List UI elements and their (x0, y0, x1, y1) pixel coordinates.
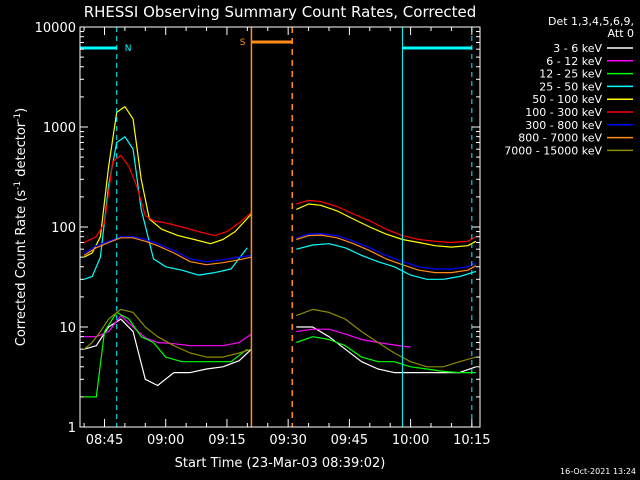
series-line-50-100-kev-0 (83, 105, 252, 258)
series-line-100-300-kev-1 (296, 199, 477, 244)
y-tick-label-4: 10000 (35, 21, 76, 36)
series-line-7000-15000-kev-0 (83, 308, 252, 358)
y-tick-label-3: 1000 (43, 121, 76, 136)
y-axis-label: Corrected Count Rate (s-1 detector-1) (13, 108, 29, 346)
chart-title: RHESSI Observing Summary Count Rates, Co… (84, 3, 477, 21)
series-line-300-800-kev-0 (83, 236, 252, 263)
footer-timestamp: 16-Oct-2021 13:24 (560, 467, 636, 476)
series-line-800-7000-kev-0 (83, 237, 252, 266)
legend-label-800-7000-kev: 800 - 7000 keV (518, 132, 602, 145)
legend-label-25-50-kev: 25 - 50 keV (539, 80, 602, 93)
y-axis-label-main: Corrected Count Rate (s (14, 190, 29, 347)
x-tick-label-0: 08:45 (86, 433, 123, 448)
series-line-3-6-kev-1 (296, 326, 477, 374)
legend-header-1: Att 0 (608, 27, 634, 40)
series-line-7000-15000-kev-1 (296, 308, 477, 368)
x-tick-label-4: 09:45 (331, 433, 368, 448)
series-line-100-300-kev-0 (83, 154, 252, 244)
y-axis-label-sup2: -1 (13, 113, 23, 122)
series-line-6-12-kev-1 (296, 328, 411, 348)
night-label: N (125, 44, 132, 54)
series-line-3-6-kev-0 (83, 318, 252, 387)
series-line-50-100-kev-1 (296, 203, 477, 248)
x-tick-label-5: 10:00 (392, 433, 429, 448)
legend-label-12-25-kev: 12 - 25 keV (539, 68, 602, 81)
series-line-25-50-kev-1 (296, 243, 477, 280)
y-axis-label-sup1: -1 (13, 181, 23, 190)
series-layer (83, 105, 477, 398)
y-tick-label-1: 10 (59, 321, 76, 336)
legend-label-3-6-kev: 3 - 6 keV (553, 42, 602, 55)
series-line-6-12-kev-0 (84, 315, 252, 347)
x-tick-label-2: 09:15 (208, 433, 245, 448)
legend-label-100-300-kev: 100 - 300 keV (525, 106, 602, 119)
series-line-12-25-kev-1 (296, 336, 476, 374)
x-tick-label-6: 10:15 (453, 433, 490, 448)
series-line-12-25-kev-0 (84, 311, 248, 398)
y-tick-label-2: 100 (51, 221, 76, 236)
legend-label-300-800-kev: 300 - 800 keV (525, 119, 602, 132)
legend-label-50-100-kev: 50 - 100 keV (532, 93, 602, 106)
series-line-25-50-kev-0 (83, 136, 248, 280)
axis-layer: 1 10 100 1000 10000 08:45 09:00 09:15 09:30 09:45… (35, 21, 491, 448)
legend-label-7000-15000-kev: 7000 - 15000 keV (504, 144, 602, 157)
y-tick-label-0: 1 (68, 421, 76, 436)
x-tick-label-3: 09:30 (269, 433, 306, 448)
y-axis-label-end: ) (14, 108, 29, 113)
y-axis-label-mid: detector (14, 121, 29, 181)
series-line-300-800-kev-1 (296, 233, 477, 270)
legend-label-6-12-kev: 6 - 12 keV (546, 55, 602, 68)
legend-header-0: Det 1,3,4,5,6,9, (548, 15, 634, 28)
x-tick-label-1: 09:00 (147, 433, 184, 448)
x-axis-label: Start Time (23-Mar-03 08:39:02) (175, 456, 386, 471)
series-line-800-7000-kev-1 (296, 234, 477, 274)
saa-label-0: S (240, 38, 246, 48)
